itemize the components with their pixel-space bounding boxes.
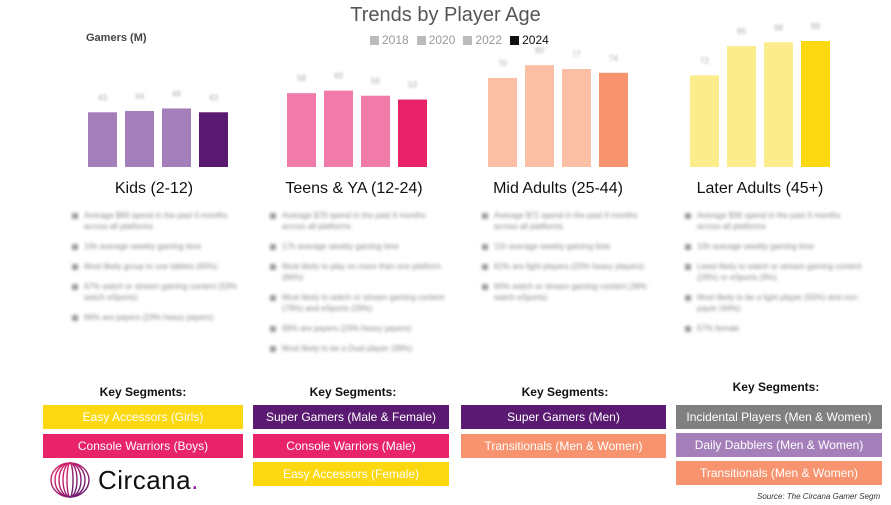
bar-2020-group-4 — [727, 46, 756, 167]
segment-box: Console Warriors (Boys) — [43, 434, 243, 458]
segments-heading-later-adults: Key Segments: — [732, 380, 820, 394]
segment-box: Super Gamers (Men) — [461, 405, 666, 429]
segment-box: Super Gamers (Male & Female) — [253, 405, 449, 429]
bullet-item: 57% female — [683, 323, 863, 334]
bar-2024-group-2 — [398, 99, 427, 167]
bar-2022-group-2 — [361, 95, 390, 167]
segments-heading-mid-adults: Key Segments: — [521, 385, 609, 399]
legend-swatch — [416, 35, 426, 45]
circana-logo-icon — [50, 462, 90, 498]
bar-value-label: 46 — [172, 89, 181, 98]
segment-box: Easy Accessors (Girls) — [43, 405, 243, 429]
source-note: Source: The Circana Gamer Segm — [757, 492, 881, 501]
segment-box: Transitionals (Men & Women) — [676, 461, 882, 485]
bar-2022-group-3 — [562, 69, 591, 167]
bullet-item: 62% are light players (20% heavy players… — [480, 261, 660, 272]
bar-value-label: 98 — [774, 23, 783, 32]
group-title-later-adults: Later Adults (45+) — [696, 180, 824, 197]
legend-swatch — [510, 35, 520, 45]
bullet-item: Least likely to watch or stream gaming c… — [683, 261, 863, 283]
bar-value-label: 74 — [609, 54, 618, 63]
segment-box: Console Warriors (Male) — [253, 434, 449, 458]
bar-2018-group-4 — [690, 75, 719, 167]
legend-item-2024: 2024 — [510, 33, 549, 47]
legend-item-2022: 2022 — [463, 33, 502, 47]
bullet-item: Average $36 spend in the past 6 months a… — [683, 210, 863, 232]
bullet-item: 17h average weekly gaming time — [268, 241, 448, 252]
bullet-item: Most likely to be a light player (50%) a… — [683, 292, 863, 314]
group-title-kids: Kids (2-12) — [114, 180, 194, 197]
bullet-item: 66% are payers (23% heavy payers) — [70, 312, 240, 323]
segment-box: Incidental Players (Men & Women) — [676, 405, 882, 429]
bullet-item: Average $79 spend in the past 6 months a… — [268, 210, 448, 232]
bullet-item: 11h average weekly gaming time — [480, 241, 660, 252]
bar-value-label: 53 — [408, 81, 417, 90]
group-title-teens: Teens & YA (12-24) — [285, 180, 423, 197]
bar-value-label: 43 — [209, 93, 218, 102]
bullet-item: Most likely to watch or stream gaming co… — [268, 292, 448, 314]
bar-2020-group-1 — [125, 111, 154, 167]
bullets-mid-adults: Average $71 spend in the past 6 months a… — [480, 210, 660, 312]
segment-box: Easy Accessors (Female) — [253, 462, 449, 486]
bar-value-label: 95 — [737, 27, 746, 36]
group-title-mid-adults: Mid Adults (25-44) — [493, 180, 623, 197]
bar-2022-group-4 — [764, 42, 793, 167]
bullets-kids: Average $69 spend in the past 6 months a… — [70, 210, 240, 332]
bullet-item: 69% are payers (23% heavy payers) — [268, 323, 448, 334]
bullets-teens: Average $79 spend in the past 6 months a… — [268, 210, 448, 363]
bar-value-label: 77 — [572, 50, 581, 59]
bar-value-label: 99 — [811, 22, 820, 31]
bullet-item: Most likely to play on more than one pla… — [268, 261, 448, 283]
bullet-item: Average $71 spend in the past 6 months a… — [480, 210, 660, 232]
bar-2024-group-1 — [199, 112, 228, 167]
circana-logo: Circana. — [48, 460, 199, 500]
bar-2018-group-1 — [88, 112, 117, 167]
legend-item-2018: 2018 — [370, 33, 409, 47]
bar-2018-group-2 — [287, 93, 316, 167]
bullets-later-adults: Average $36 spend in the past 6 months a… — [683, 210, 863, 343]
bar-2018-group-3 — [488, 77, 517, 167]
bullet-item: 10h average weekly gaming time — [683, 241, 863, 252]
bar-2020-group-3 — [525, 65, 554, 167]
bar-2022-group-1 — [162, 108, 191, 167]
bullet-item: 67% watch or stream gaming content (53% … — [70, 281, 240, 303]
legend: 2018 2020 2022 2024 — [370, 33, 549, 47]
bar-2024-group-3 — [599, 72, 628, 167]
bar-2024-group-4 — [801, 41, 830, 167]
segment-box: Transitionals (Men & Women) — [461, 434, 666, 458]
bar-value-label: 80 — [535, 46, 544, 55]
segment-box: Daily Dabblers (Men & Women) — [676, 433, 882, 457]
bar-value-label: 43 — [98, 93, 107, 102]
legend-swatch — [370, 35, 379, 45]
bullet-item: Most likely group to use tablets (60%) — [70, 261, 240, 272]
legend-item-2020: 2020 — [416, 33, 455, 47]
bullet-item: Most likely to be a Dual player (39%) — [268, 343, 448, 354]
chart-title: Trends by Player Age — [350, 4, 541, 26]
logo-wordmark: Circana. — [98, 464, 199, 495]
bar-value-label: 60 — [334, 72, 343, 81]
bar-value-label: 72 — [700, 56, 709, 65]
y-axis-label: Gamers (M) — [86, 32, 147, 44]
bar-2020-group-2 — [324, 90, 353, 167]
bullet-item: 10h average weekly gaming time — [70, 241, 240, 252]
bullet-item: Average $69 spend in the past 6 months a… — [70, 210, 240, 232]
bar-value-label: 56 — [371, 77, 380, 86]
bar-value-label: 44 — [135, 92, 144, 101]
bar-value-label: 70 — [498, 59, 507, 68]
bar-chart: 43 44 46 43 58 60 56 53 70 80 77 74 72 95 98 99 — [88, 22, 830, 167]
bullet-item: 60% watch or stream gaming content (39% … — [480, 281, 660, 303]
segments-heading-kids: Key Segments: — [99, 385, 187, 399]
segments-heading-teens: Key Segments: — [309, 385, 397, 399]
legend-swatch — [463, 35, 473, 45]
bar-value-label: 58 — [297, 74, 306, 83]
